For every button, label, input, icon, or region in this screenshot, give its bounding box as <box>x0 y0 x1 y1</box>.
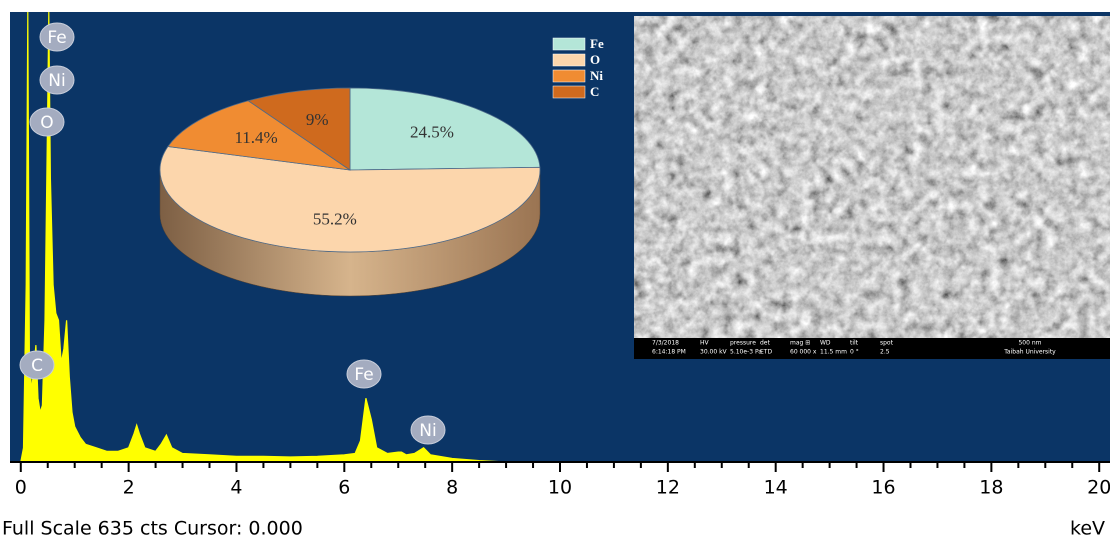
sem-info-text: 500 nm <box>1018 340 1041 347</box>
sem-info-text: Taibah University <box>1003 349 1056 356</box>
slice-label: 24.5% <box>410 122 454 141</box>
sem-info-text: HV <box>700 340 710 347</box>
peak-label: O <box>40 113 53 133</box>
x-tick-label: 12 <box>656 477 680 499</box>
x-tick-label: 10 <box>548 477 572 499</box>
slice-label: 55.2% <box>313 209 357 228</box>
footer: Full Scale 635 cts Cursor: 0.000 <box>2 518 303 540</box>
sem-info-text: ETD <box>760 349 772 356</box>
x-tick-label: 14 <box>764 477 788 499</box>
pie-slice <box>349 87 541 171</box>
peak-badge <box>39 65 75 95</box>
x-tick-label: 8 <box>446 477 458 499</box>
x-tick-label: 16 <box>871 477 895 499</box>
x-tick-label: 6 <box>338 477 350 499</box>
legend-label: C <box>590 84 599 99</box>
sem-info-bar <box>634 338 1110 359</box>
pie-slice <box>167 100 351 171</box>
sem-info-text: 60 000 x <box>790 349 817 356</box>
x-tick-label: 20 <box>1087 477 1110 499</box>
legend-swatch <box>552 85 586 99</box>
legend-label: Fe <box>590 36 604 51</box>
peak-label: Ni <box>419 421 436 441</box>
x-tick-label: 2 <box>123 477 135 499</box>
slice-label: 11.4% <box>234 128 277 147</box>
x-tick-label: 18 <box>979 477 1003 499</box>
pie-slice <box>247 87 351 171</box>
x-tick-label: 4 <box>230 477 242 499</box>
sem-info-text: 0 ° <box>850 349 859 356</box>
legend-swatch <box>552 37 586 51</box>
peak-badge <box>346 359 382 389</box>
sem-info-text: 30.00 kV <box>700 349 728 356</box>
sem-info-text: tilt <box>850 340 859 347</box>
sem-info-text: 7/3/2018 <box>652 340 679 347</box>
peak-label: Ni <box>48 71 65 91</box>
slice-label: 9% <box>306 110 329 129</box>
legend-label: O <box>590 52 600 67</box>
peak-badge <box>29 107 65 137</box>
peak-badge <box>19 350 55 380</box>
peak-badge <box>410 415 446 445</box>
peak-label: Fe <box>47 28 66 48</box>
sem-info-text: 2.5 <box>880 349 890 356</box>
spectrum <box>20 11 1100 463</box>
legend-swatch <box>552 69 586 83</box>
sem-info-text: 5.10e-3 Pa <box>730 349 762 356</box>
sem-info-text: spot <box>880 340 894 347</box>
sem-info-text: 11.5 mm <box>820 349 847 356</box>
sem-info-text: WD <box>820 340 831 347</box>
pie-slice <box>159 146 541 253</box>
sem-micrograph <box>634 16 1110 338</box>
peak-label: C <box>31 356 43 376</box>
x-axis-label: keV <box>1070 518 1105 540</box>
legend-swatch <box>552 53 586 67</box>
peak-label: Fe <box>354 365 373 385</box>
sem-info-text: 6:14:18 PM <box>652 349 686 356</box>
sem-info-text: mag ⊞ <box>790 340 810 347</box>
peak-badge <box>39 22 75 52</box>
sem-info-text: det <box>760 340 771 347</box>
sem-info-text: pressure <box>730 340 756 347</box>
legend-label: Ni <box>590 68 603 83</box>
x-tick-label: 0 <box>15 477 27 499</box>
